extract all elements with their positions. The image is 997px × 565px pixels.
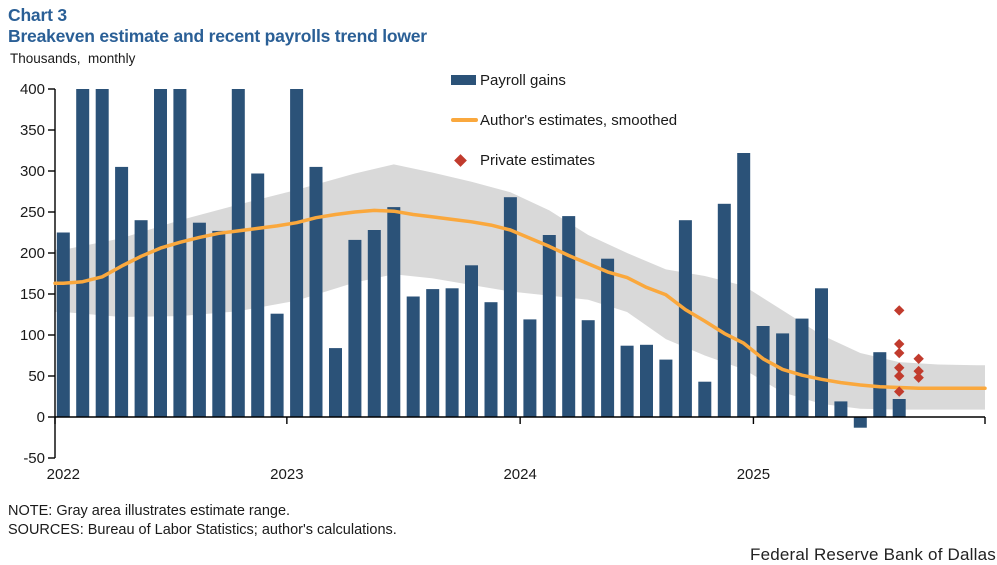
payroll-bar [173, 89, 187, 417]
private-estimate-diamond [894, 305, 905, 316]
diamond-swatch-icon [454, 153, 467, 167]
y-tick-label: 100 [20, 327, 45, 344]
legend-item-payroll-gains: Payroll gains [451, 71, 677, 89]
payroll-bar [406, 296, 420, 417]
payroll-bar [698, 381, 712, 417]
payroll-bar [231, 89, 245, 417]
legend: Payroll gains Author's estimates, smooth… [451, 71, 678, 169]
private-estimate-diamond [894, 386, 905, 397]
private-estimate-diamond [913, 365, 924, 377]
payroll-bar [348, 239, 362, 417]
y-tick-label: 50 [28, 368, 45, 385]
payroll-bar [503, 197, 517, 417]
y-tick-label: 200 [20, 245, 45, 262]
payroll-bar [815, 288, 828, 417]
legend-label: Private estimates [480, 151, 596, 169]
payroll-bar [134, 220, 148, 417]
payroll-bar [873, 352, 887, 417]
payroll-bar [562, 216, 576, 417]
payroll-bar [853, 417, 867, 428]
x-tick-label: 2025 [737, 466, 770, 483]
axis-units-label: Thousands, monthly [10, 51, 136, 66]
page-title: Breakeven estimate and recent payrolls t… [8, 26, 427, 46]
payroll-bar [115, 166, 129, 417]
payroll-bar [542, 235, 556, 417]
footnotes: NOTE: Gray area illustrates estimate ran… [8, 502, 397, 539]
legend-label: Payroll gains [480, 71, 566, 89]
payroll-bar [367, 230, 381, 417]
payroll-bar [834, 401, 848, 417]
y-tick-label: 0 [37, 409, 45, 426]
legend-item-authors-estimates: Author's estimates, smoothed [451, 111, 678, 129]
payroll-bar [251, 173, 265, 417]
private-estimate-diamond [894, 338, 905, 350]
payroll-bar [465, 265, 478, 417]
y-tick-label: 250 [20, 204, 45, 221]
payroll-bar [270, 313, 284, 417]
payroll-bar [620, 345, 634, 417]
y-tick-label: 150 [20, 286, 45, 303]
title-block: Chart 3 Breakeven estimate and recent pa… [8, 5, 427, 47]
payroll-bar [76, 89, 90, 417]
payroll-bar [290, 89, 304, 417]
bar-swatch-icon [451, 75, 476, 85]
payroll-bar [523, 319, 537, 417]
x-tick-label: 2024 [503, 466, 536, 483]
payroll-bar [776, 333, 790, 417]
payroll-bar [329, 348, 342, 417]
line-swatch-icon [451, 118, 478, 122]
legend-label: Author's estimates, smoothed [480, 111, 678, 129]
payroll-bar [445, 288, 459, 417]
payroll-bar [659, 359, 673, 417]
payroll-bar [426, 289, 440, 417]
private-estimate-diamond [913, 372, 924, 383]
authors-estimates-line [53, 208, 987, 391]
payroll-bar [717, 203, 731, 417]
payroll-bar [678, 220, 692, 417]
payroll-bar [387, 207, 401, 417]
private-estimate-diamond [894, 362, 905, 373]
payroll-bar [484, 302, 498, 417]
chart-number: Chart 3 [8, 5, 67, 25]
private-estimate-diamond [894, 347, 905, 359]
note-line: NOTE: Gray area illustrates estimate ran… [8, 503, 291, 519]
y-tick-label: 350 [20, 122, 45, 139]
payroll-bar [95, 89, 109, 417]
payroll-bar [640, 344, 653, 417]
x-tick-label: 2023 [270, 466, 303, 483]
y-tick-label: 400 [20, 81, 45, 98]
private-estimate-diamond [913, 353, 924, 364]
payroll-bar [892, 399, 906, 417]
payroll-bar [737, 153, 751, 417]
payroll-bar [309, 166, 323, 417]
dallas-fed-wordmark: Federal Reserve Bank of Dallas [749, 545, 996, 564]
y-tick-label: -50 [23, 450, 45, 467]
payroll-bar [795, 318, 809, 417]
payroll-bar [756, 326, 770, 417]
legend-item-private-estimates: Private estimates [451, 151, 677, 169]
sources-line: SOURCES: Bureau of Labor Statistics; aut… [8, 521, 397, 538]
payroll-bar [581, 320, 595, 417]
y-tick-label: 300 [20, 163, 45, 180]
payroll-bar [212, 230, 226, 417]
x-tick-label: 2022 [47, 466, 80, 483]
payroll-bar [192, 222, 206, 417]
payroll-bar [601, 258, 615, 417]
payroll-bar [154, 89, 167, 417]
private-estimate-diamond [894, 370, 905, 382]
payroll-bar [56, 232, 70, 417]
